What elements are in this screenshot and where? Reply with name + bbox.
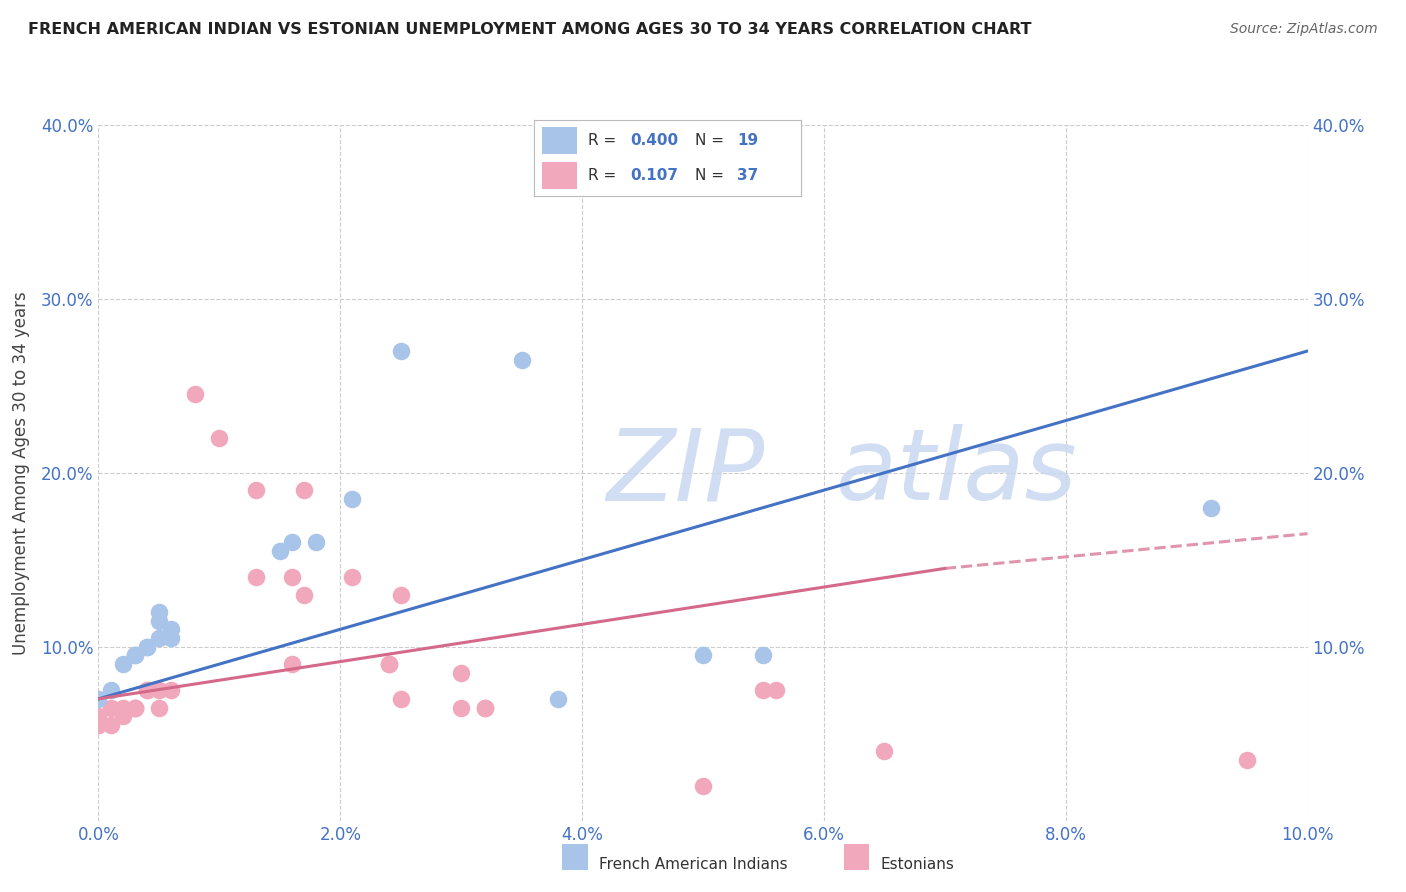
Point [111, 657, 134, 671]
Point [389, 587, 412, 601]
Text: R =: R = [588, 168, 626, 183]
Point [111, 700, 134, 714]
Point [245, 483, 267, 497]
Text: Estonians: Estonians [880, 856, 955, 871]
Point [124, 648, 146, 663]
Point [873, 744, 896, 758]
Point [510, 352, 533, 367]
Point [135, 640, 157, 654]
Point [752, 648, 775, 663]
Point [292, 483, 315, 497]
Point [377, 657, 399, 671]
Point [1236, 753, 1258, 767]
Point [87, 718, 110, 732]
Point [269, 544, 291, 558]
Point [124, 700, 146, 714]
Point [148, 683, 170, 698]
Point [474, 700, 496, 714]
Text: atlas: atlas [837, 425, 1077, 521]
Point [160, 631, 183, 645]
Text: 37: 37 [737, 168, 759, 183]
Point [1199, 500, 1222, 515]
Text: N =: N = [695, 168, 728, 183]
Text: Source: ZipAtlas.com: Source: ZipAtlas.com [1230, 22, 1378, 37]
Text: French American Indians: French American Indians [599, 856, 787, 871]
Point [184, 387, 207, 401]
Point [281, 570, 304, 584]
Point [389, 343, 412, 358]
Point [281, 535, 304, 549]
Bar [543, 162, 576, 189]
Point [100, 683, 122, 698]
Point [389, 692, 412, 706]
Bar [543, 128, 576, 153]
Text: 0.107: 0.107 [630, 168, 679, 183]
Point [474, 700, 496, 714]
Point [87, 718, 110, 732]
Point [124, 700, 146, 714]
Point [450, 665, 472, 680]
Point [292, 587, 315, 601]
Point [342, 570, 364, 584]
Text: N =: N = [695, 133, 728, 148]
Text: 19: 19 [737, 133, 758, 148]
Point [281, 657, 304, 671]
Point [100, 718, 122, 732]
Text: 0.400: 0.400 [630, 133, 679, 148]
Point [148, 700, 170, 714]
Point [305, 535, 328, 549]
Point [148, 631, 170, 645]
Point [148, 605, 170, 619]
Point [160, 623, 183, 637]
Point [135, 640, 157, 654]
Point [124, 648, 146, 663]
Point [692, 648, 714, 663]
Point [377, 657, 399, 671]
Point [160, 683, 183, 698]
Y-axis label: Unemployment Among Ages 30 to 34 years: Unemployment Among Ages 30 to 34 years [11, 291, 30, 655]
Point [342, 491, 364, 506]
Point [124, 700, 146, 714]
Text: ZIP: ZIP [606, 425, 765, 521]
Text: R =: R = [588, 133, 621, 148]
Point [111, 709, 134, 723]
Text: FRENCH AMERICAN INDIAN VS ESTONIAN UNEMPLOYMENT AMONG AGES 30 TO 34 YEARS CORREL: FRENCH AMERICAN INDIAN VS ESTONIAN UNEMP… [28, 22, 1032, 37]
Point [135, 683, 157, 698]
Point [148, 614, 170, 628]
Point [752, 683, 775, 698]
Point [245, 570, 267, 584]
Point [765, 683, 787, 698]
Point [692, 779, 714, 793]
Point [87, 692, 110, 706]
Point [208, 431, 231, 445]
Point [135, 683, 157, 698]
Point [450, 700, 472, 714]
Point [87, 709, 110, 723]
Point [547, 692, 569, 706]
Point [100, 700, 122, 714]
